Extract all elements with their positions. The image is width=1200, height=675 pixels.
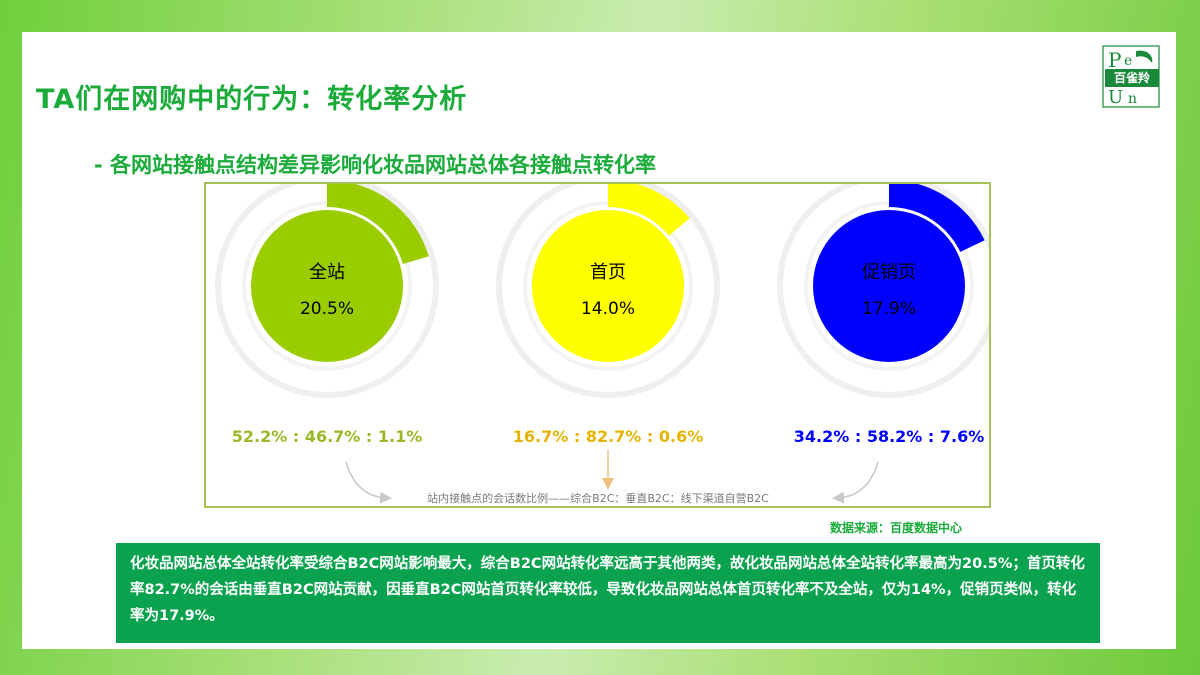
summary-box: 化妆品网站总体全站转化率受综合B2C网站影响最大，综合B2C网站转化率远高于其他… bbox=[116, 543, 1100, 643]
right-curve-arrow bbox=[832, 461, 879, 504]
page-subtitle: - 各网站接触点结构差异影响化妆品网站总体各接触点转化率 bbox=[94, 153, 657, 177]
donut-outer-ring-2 bbox=[777, 184, 989, 398]
donut-value-0: 20.5% bbox=[300, 299, 354, 319]
svg-text:P: P bbox=[1108, 48, 1121, 72]
ratio-label-1: 16.7% : 82.7% : 0.6% bbox=[513, 427, 703, 446]
donut-label-1: 首页 bbox=[590, 262, 626, 283]
ratio-label-2: 34.2% : 58.2% : 7.6% bbox=[794, 427, 984, 446]
ratio-note: 站内接触点的会话数比例——综合B2C：垂直B2C：线下渠道自营B2C bbox=[427, 491, 769, 505]
donut-center-disc-1 bbox=[532, 210, 684, 362]
donut-value-2: 17.9% bbox=[862, 299, 916, 319]
donut-chart: 全站 20.5% 52.2% : 46.7% : 1.1% 首页 14.0% 16.7% … bbox=[215, 184, 989, 505]
brand-logo-text: 百雀羚 bbox=[1105, 69, 1159, 87]
donut-outer-ring-1 bbox=[496, 184, 720, 398]
ratio-label-0: 52.2% : 46.7% : 1.1% bbox=[232, 427, 422, 446]
svg-text:U: U bbox=[1108, 87, 1123, 108]
svg-text:n: n bbox=[1128, 91, 1137, 107]
page-title: TA们在网购中的行为：转化率分析 bbox=[36, 84, 468, 115]
svg-text:e: e bbox=[1124, 53, 1132, 69]
slide: TA们在网购中的行为：转化率分析 - 各网站接触点结构差异影响化妆品网站总体各接… bbox=[22, 32, 1176, 649]
donut-value-1: 14.0% bbox=[581, 299, 635, 319]
donut-outer-ring-0 bbox=[215, 184, 439, 398]
donut-center-disc-0 bbox=[251, 210, 403, 362]
data-source: 数据来源：百度数据中心 bbox=[830, 521, 963, 535]
donut-label-0: 全站 bbox=[309, 262, 345, 283]
donut-label-2: 促销页 bbox=[862, 262, 916, 283]
left-curve-arrow bbox=[345, 461, 392, 504]
donut-center-disc-2 bbox=[813, 210, 965, 362]
chart-frame: 全站 20.5% 52.2% : 46.7% : 1.1% 首页 14.0% 16.7% … bbox=[204, 182, 991, 508]
